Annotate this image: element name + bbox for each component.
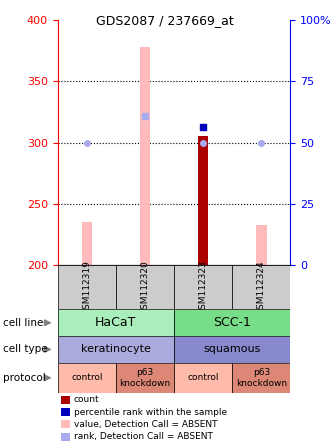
Text: squamous: squamous <box>204 345 261 354</box>
Text: GSM112319: GSM112319 <box>82 260 91 315</box>
Text: GSM112320: GSM112320 <box>141 260 149 315</box>
Text: rank, Detection Call = ABSENT: rank, Detection Call = ABSENT <box>74 432 213 441</box>
Bar <box>58 363 116 393</box>
Bar <box>58 265 116 309</box>
Text: protocol: protocol <box>3 373 46 383</box>
Bar <box>198 136 208 265</box>
Bar <box>82 222 92 265</box>
Text: control: control <box>71 373 103 382</box>
Bar <box>116 265 174 309</box>
Text: keratinocyte: keratinocyte <box>81 345 151 354</box>
Bar <box>140 47 150 265</box>
Bar <box>58 336 174 363</box>
Text: GSM112324: GSM112324 <box>257 260 266 315</box>
Text: count: count <box>74 395 99 404</box>
Text: p63
knockdown: p63 knockdown <box>236 368 287 388</box>
Text: cell line: cell line <box>3 318 44 328</box>
Text: control: control <box>187 373 219 382</box>
Text: GSM112323: GSM112323 <box>199 260 208 315</box>
Text: SCC-1: SCC-1 <box>213 316 251 329</box>
Text: cell type: cell type <box>3 345 48 354</box>
Text: HaCaT: HaCaT <box>95 316 137 329</box>
Bar <box>174 309 290 336</box>
Bar <box>256 225 267 265</box>
Bar <box>58 309 174 336</box>
Bar <box>174 363 232 393</box>
Text: GDS2087 / 237669_at: GDS2087 / 237669_at <box>96 14 234 27</box>
Bar <box>232 363 290 393</box>
Bar <box>174 265 232 309</box>
Bar <box>232 265 290 309</box>
Bar <box>174 336 290 363</box>
Text: percentile rank within the sample: percentile rank within the sample <box>74 408 227 416</box>
Bar <box>116 363 174 393</box>
Text: value, Detection Call = ABSENT: value, Detection Call = ABSENT <box>74 420 217 429</box>
Text: p63
knockdown: p63 knockdown <box>119 368 171 388</box>
